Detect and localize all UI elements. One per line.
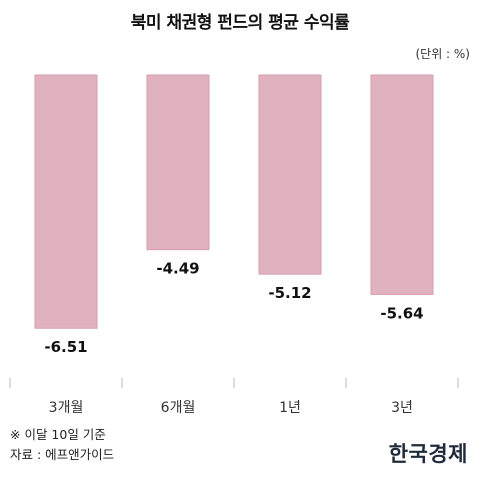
value-label-1: -6.51: [44, 338, 87, 356]
bars-layer: [34, 74, 434, 329]
value-label-2: -4.49: [156, 260, 199, 278]
category-label-3: 1년: [279, 400, 301, 416]
value-labels-layer: -6.51 -4.49 -5.12 -5.64: [44, 260, 423, 357]
value-label-4: -5.64: [380, 304, 423, 322]
bar-3: [258, 74, 322, 275]
bar-4: [370, 74, 434, 295]
chart-title: 북미 채권형 펀드의 평균 수익률: [130, 13, 350, 33]
unit-label: (단위 : %): [415, 47, 470, 61]
source-note: 자료 : 에프앤가이드: [10, 447, 115, 462]
value-label-3: -5.12: [268, 284, 311, 302]
category-label-1: 3개월: [49, 400, 84, 416]
publisher-logo: 한국경제: [388, 441, 468, 466]
date-note: ※ 이달 10일 기준: [10, 427, 106, 442]
category-axis: 3개월 6개월 1년 3년: [9, 378, 459, 416]
bar-2: [146, 74, 210, 251]
category-label-4: 3년: [391, 400, 413, 416]
category-label-2: 6개월: [161, 400, 196, 416]
bar-1: [34, 74, 98, 329]
